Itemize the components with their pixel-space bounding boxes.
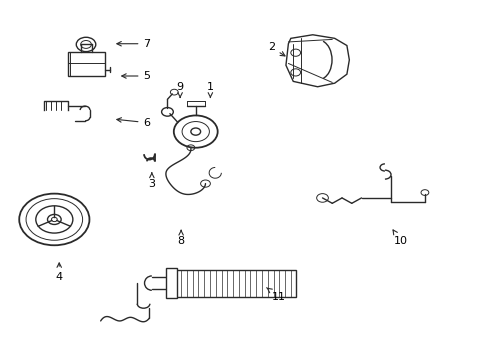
Text: 10: 10 — [392, 230, 407, 246]
Bar — [68, 51, 104, 76]
Text: 4: 4 — [56, 263, 62, 282]
Text: 7: 7 — [117, 39, 150, 49]
Text: 5: 5 — [122, 71, 150, 81]
Text: 1: 1 — [206, 82, 213, 98]
Bar — [176, 270, 295, 297]
Text: 6: 6 — [117, 118, 150, 128]
Text: 9: 9 — [176, 82, 183, 98]
Text: 3: 3 — [148, 173, 155, 189]
Text: 2: 2 — [267, 42, 285, 56]
Text: 8: 8 — [177, 230, 184, 246]
Text: 11: 11 — [266, 288, 285, 302]
Bar — [166, 268, 177, 298]
